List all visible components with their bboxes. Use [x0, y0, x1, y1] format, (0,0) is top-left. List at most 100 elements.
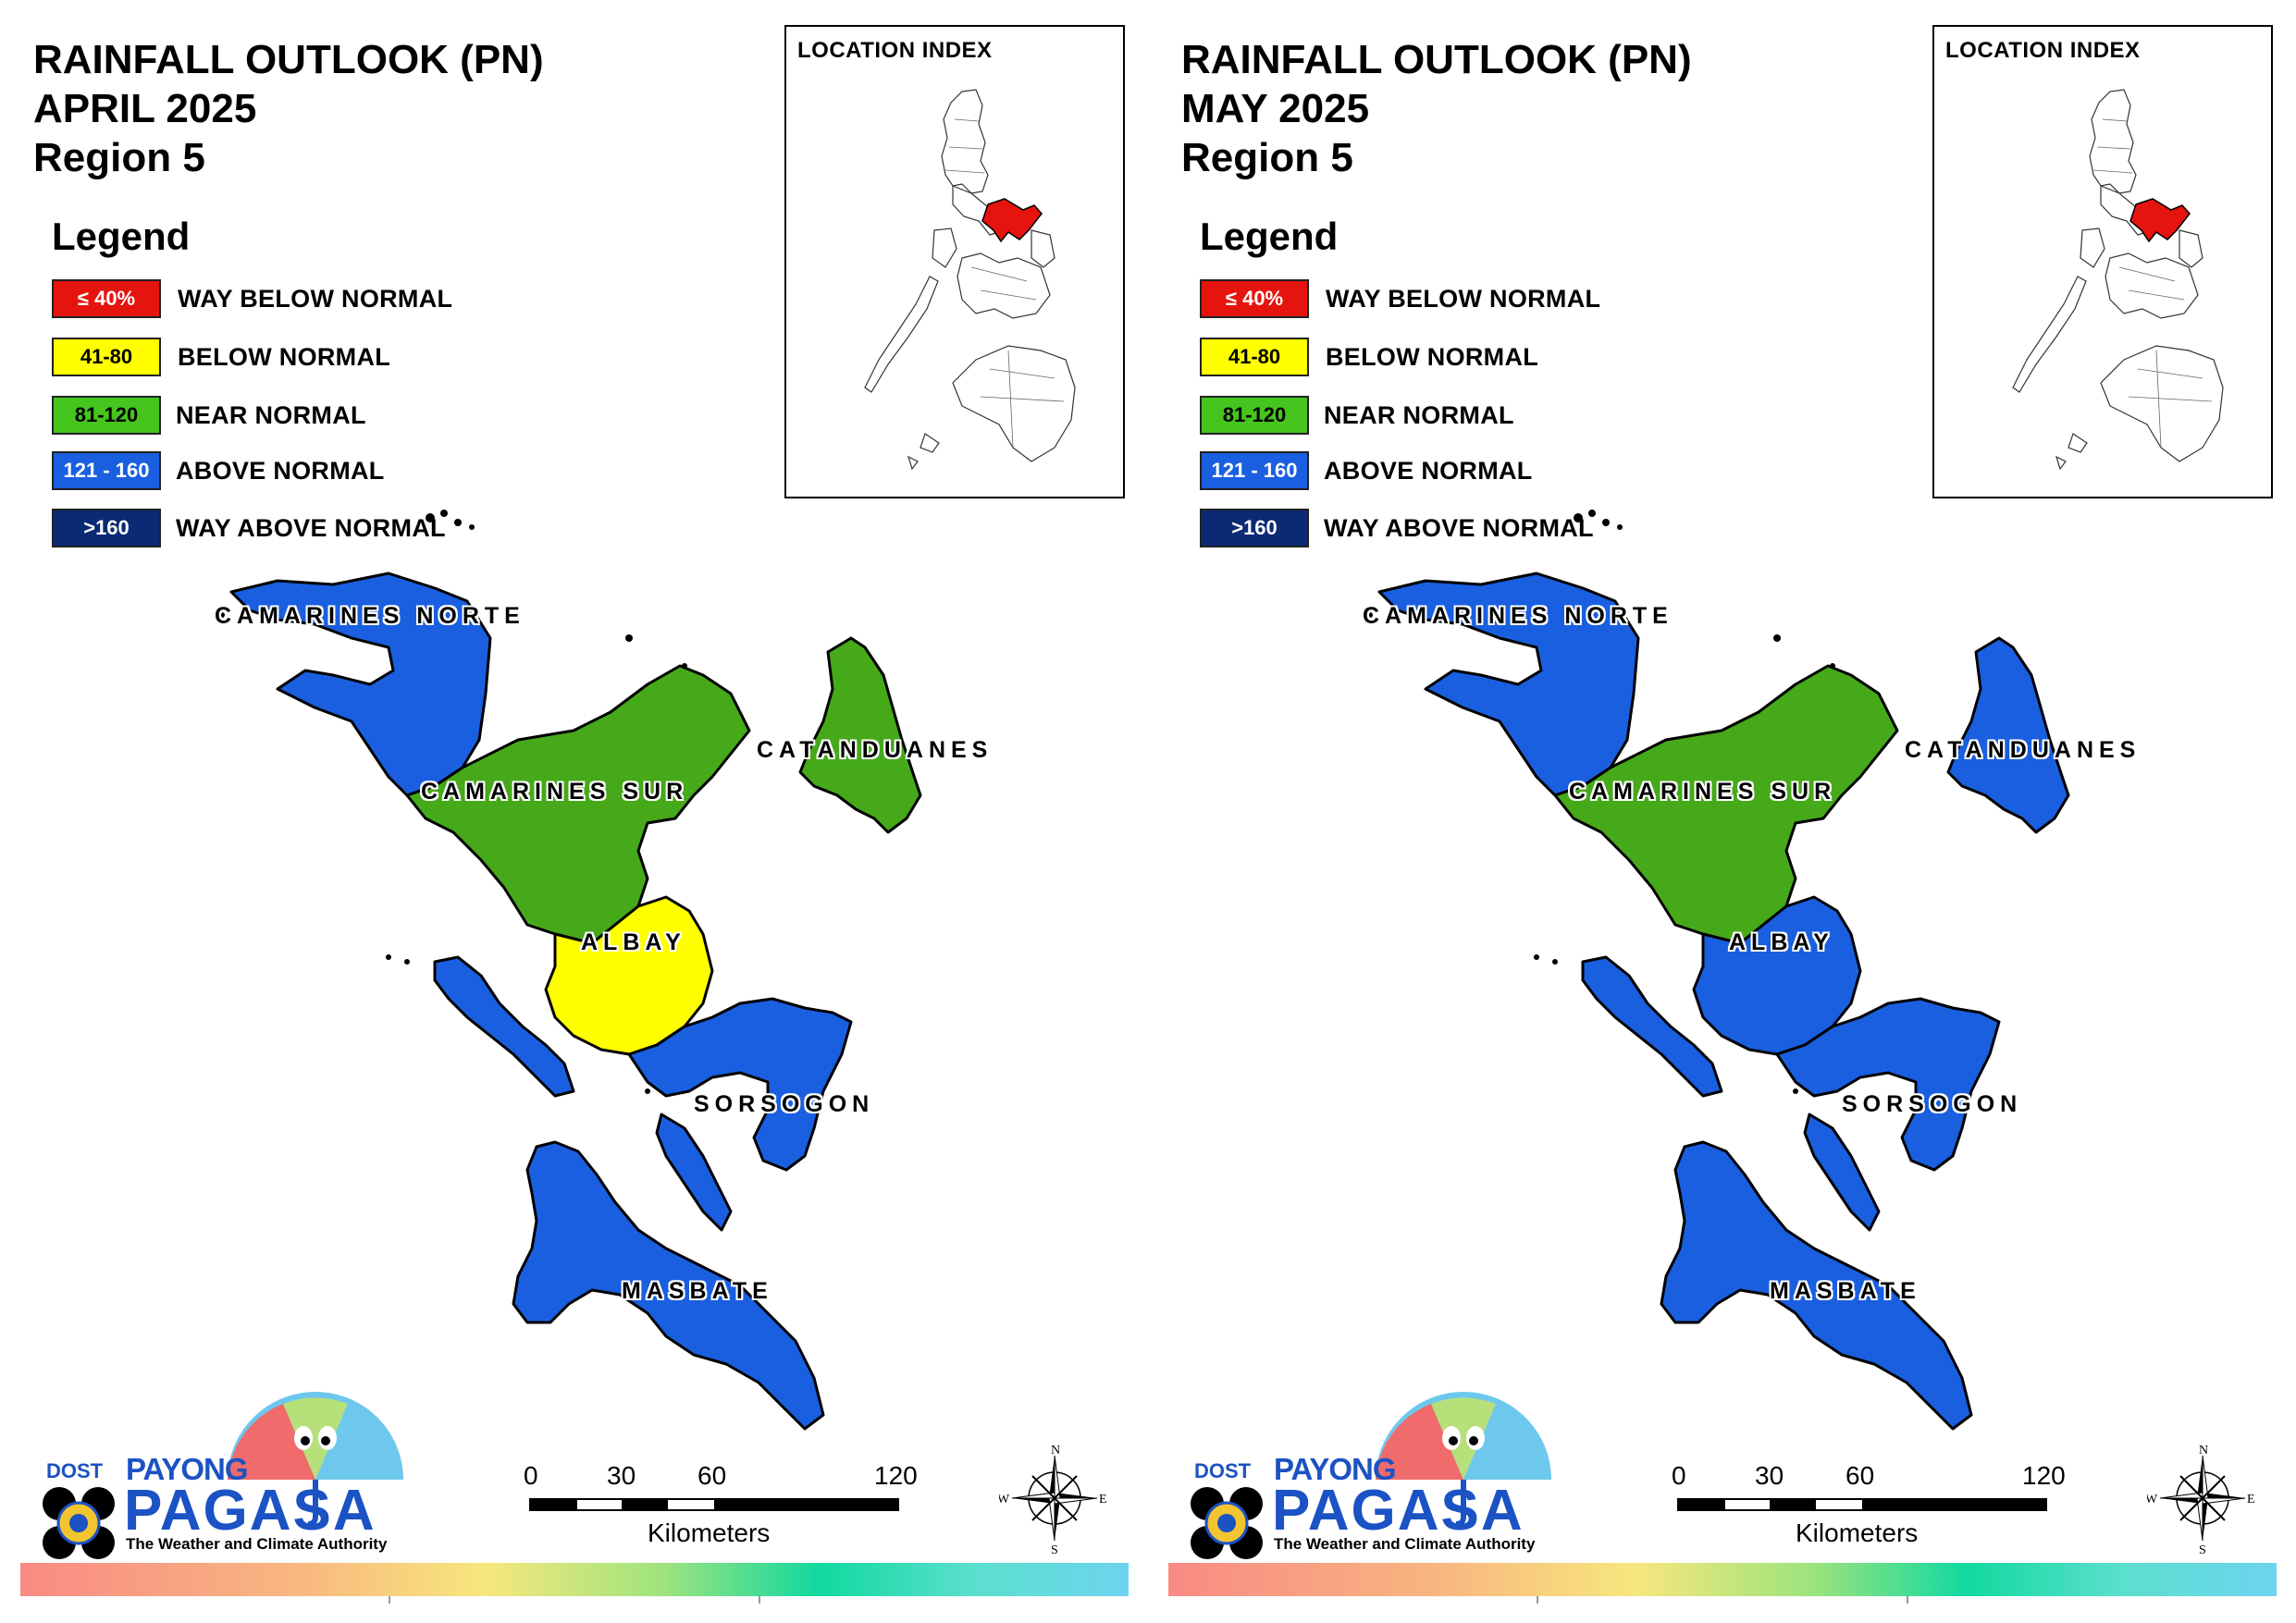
dost-label: DOST — [1194, 1459, 1252, 1482]
location-index-inset: LOCATION INDEX — [784, 25, 1125, 498]
dost-label: DOST — [46, 1459, 104, 1482]
palawan-outline — [864, 276, 939, 393]
sorsogon-shape — [627, 997, 853, 1172]
label-camarines-sur: CAMARINES SUR — [1569, 779, 1837, 805]
scale-unit-label: Kilometers — [648, 1518, 771, 1547]
legend-label: NEAR NORMAL — [176, 401, 366, 429]
compass-rose-icon: N S E W — [2145, 1443, 2258, 1557]
scale-tick-label: 0 — [524, 1461, 538, 1490]
compass-rose-icon: N S E W — [997, 1443, 1110, 1557]
compass-e: E — [2247, 1493, 2255, 1506]
palawan-outline — [2012, 276, 2087, 393]
scale-bar-graphic — [529, 1498, 899, 1511]
compass-w: W — [999, 1493, 1010, 1506]
location-index-inset: LOCATION INDEX — [1932, 25, 2273, 498]
region-5-map — [1367, 510, 2070, 1431]
legend-swatch: 121 - 160 — [1200, 451, 1309, 490]
legend-label: WAY BELOW NORMAL — [1326, 285, 1601, 313]
label-camarines-norte: CAMARINES NORTE — [215, 603, 525, 629]
title-line-2: APRIL 2025 — [33, 86, 257, 131]
legend-swatch: 81-120 — [1200, 396, 1309, 435]
payong-label: PAYONG — [1274, 1452, 1397, 1486]
location-index-title: LOCATION INDEX — [797, 38, 993, 63]
compass-n: N — [2199, 1444, 2208, 1457]
legend-label: NEAR NORMAL — [1324, 401, 1514, 429]
legend-title: Legend — [52, 215, 191, 258]
legend-label: WAY BELOW NORMAL — [178, 285, 453, 313]
visayas-outline — [957, 252, 1051, 319]
location-index-title: LOCATION INDEX — [1945, 38, 2141, 63]
footer-gradient-bar — [1168, 1563, 2277, 1596]
pagasa-wordmark: PAGASA — [124, 1479, 376, 1543]
label-catanduanes: CATANDUANES — [1905, 737, 2142, 763]
mindoro-outline — [2080, 227, 2105, 268]
label-sorsogon: SORSOGON — [694, 1091, 875, 1117]
philippines-location-map — [864, 89, 1076, 471]
legend-label: WAY ABOVE NORMAL — [176, 514, 446, 542]
title-line-3: Region 5 — [1181, 135, 1353, 180]
title-line-2: MAY 2025 — [1181, 86, 1370, 131]
payong-pagasa-logo: DOST PAYONG PAGASA The Weather and Clima… — [1181, 1387, 1551, 1563]
compass-s: S — [1051, 1543, 1058, 1554]
scale-bar: 0 30 60 120 Kilometers — [1666, 1461, 2073, 1554]
luzon-outline — [941, 89, 989, 194]
title-line-1: RAINFALL OUTLOOK (PN) — [1181, 37, 1692, 82]
legend-swatch: 81-120 — [52, 396, 161, 435]
compass-n: N — [1051, 1444, 1060, 1457]
scale-bar: 0 30 60 120 Kilometers — [518, 1461, 925, 1554]
visayas-outline — [2105, 252, 2199, 319]
sulu-outline — [2068, 433, 2088, 453]
region-5-highlight — [981, 198, 1043, 243]
albay-shape — [544, 895, 714, 1056]
title-line-3: Region 5 — [33, 135, 205, 180]
tagline: The Weather and Climate Authority — [1274, 1535, 1536, 1553]
dost-seal-icon — [1191, 1487, 1263, 1559]
ticao-island-shape — [1803, 1113, 1881, 1232]
legend-swatch: ≤ 40% — [1200, 279, 1309, 318]
compass-w: W — [2147, 1493, 2158, 1506]
pagasa-wordmark: PAGASA — [1272, 1479, 1524, 1543]
albay-shape — [1692, 895, 1862, 1056]
mindoro-outline — [932, 227, 957, 268]
label-catanduanes: CATANDUANES — [757, 737, 994, 763]
camarines-norte-shape — [1377, 572, 1640, 797]
dost-seal-icon — [43, 1487, 115, 1559]
outlook-panel-april: RAINFALL OUTLOOK (PN) APRIL 2025 Region … — [20, 25, 1129, 1604]
legend-label: ABOVE NORMAL — [176, 457, 385, 485]
philippines-location-map — [2012, 89, 2224, 471]
label-albay: ALBAY — [581, 929, 686, 955]
catanduanes-shape — [798, 636, 922, 834]
footer-gradient-bar — [20, 1563, 1129, 1596]
region-5-map — [219, 510, 922, 1431]
legend-swatch: 41-80 — [1200, 338, 1309, 376]
umbrella-icon — [1376, 1392, 1551, 1526]
scale-tick-label: 30 — [607, 1461, 636, 1490]
umbrella-icon — [228, 1392, 403, 1526]
tagline: The Weather and Climate Authority — [126, 1535, 388, 1553]
legend-swatch: >160 — [52, 509, 161, 547]
camarines-sur-shape — [405, 664, 751, 945]
burias-island-shape — [433, 955, 575, 1098]
payong-label: PAYONG — [126, 1452, 249, 1486]
burias-island-shape — [1581, 955, 1723, 1098]
legend-swatch: ≤ 40% — [52, 279, 161, 318]
legend-label: WAY ABOVE NORMAL — [1324, 514, 1594, 542]
map-title: RAINFALL OUTLOOK (PN) APRIL 2025 Region … — [33, 35, 544, 182]
label-masbate: MASBATE — [622, 1278, 773, 1304]
scale-tick-label: 0 — [1672, 1461, 1686, 1490]
legend-swatch: >160 — [1200, 509, 1309, 547]
scale-tick-label: 30 — [1755, 1461, 1784, 1490]
label-sorsogon: SORSOGON — [1842, 1091, 2023, 1117]
scale-bar-graphic — [1677, 1498, 2047, 1511]
payong-pagasa-logo: DOST PAYONG PAGASA The Weather and Clima… — [33, 1387, 403, 1563]
samar-outline — [1031, 229, 1055, 268]
scale-tick-label: 120 — [874, 1461, 918, 1490]
label-camarines-sur: CAMARINES SUR — [421, 779, 689, 805]
samar-outline — [2179, 229, 2203, 268]
luzon-outline — [2089, 89, 2137, 194]
outlook-panel-may: RAINFALL OUTLOOK (PN) MAY 2025 Region 5 … — [1148, 0, 2296, 1623]
compass-e: E — [1099, 1493, 1107, 1506]
label-masbate: MASBATE — [1770, 1278, 1921, 1304]
catanduanes-shape — [1946, 636, 2070, 834]
mindanao-outline — [952, 345, 1076, 462]
